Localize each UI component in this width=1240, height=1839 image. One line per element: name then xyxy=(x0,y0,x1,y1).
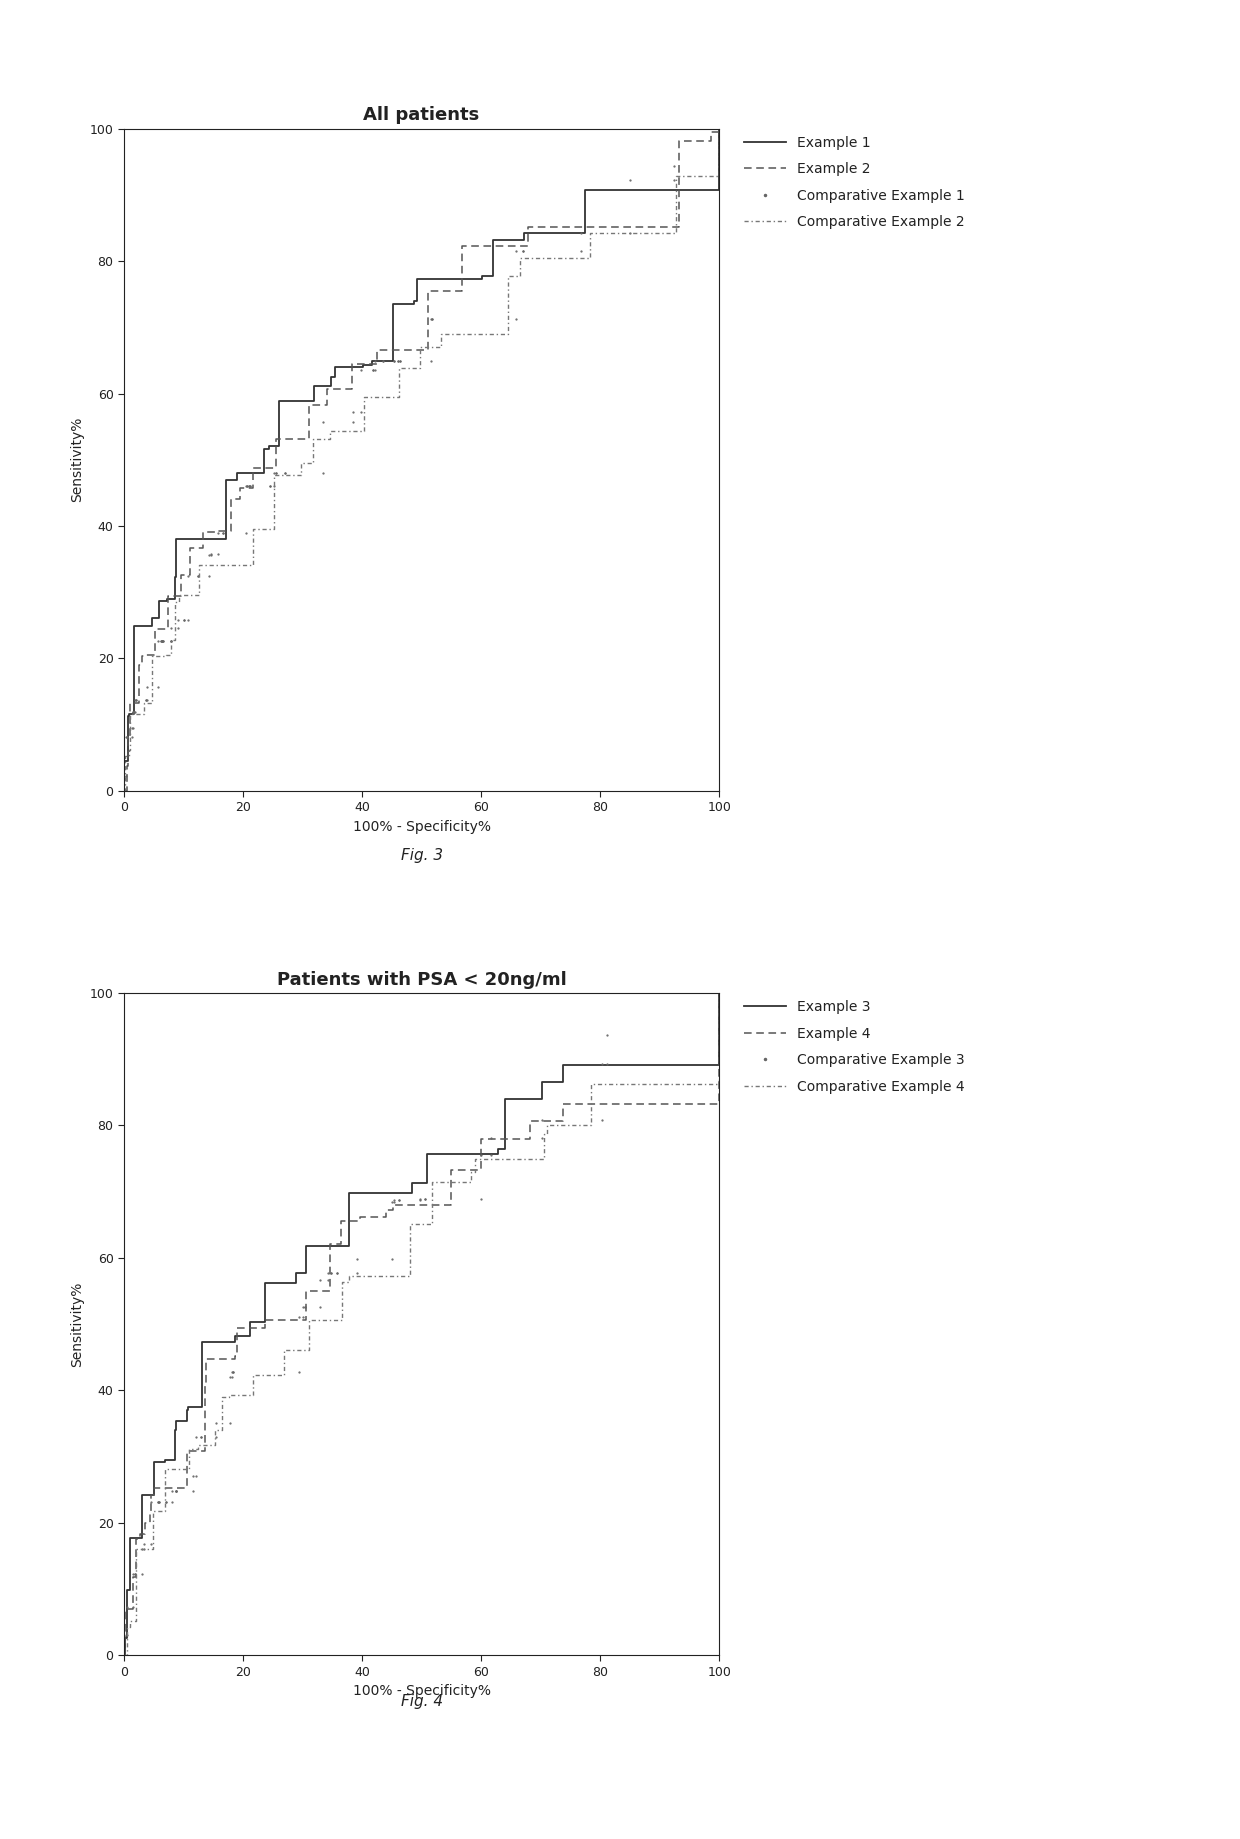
Legend: Example 3, Example 4, Comparative Example 3, Comparative Example 4: Example 3, Example 4, Comparative Exampl… xyxy=(744,1000,965,1094)
Title: All patients: All patients xyxy=(363,107,480,125)
Y-axis label: Sensitivity%: Sensitivity% xyxy=(71,417,84,502)
Y-axis label: Sensitivity%: Sensitivity% xyxy=(71,1282,84,1366)
X-axis label: 100% - Specificity%: 100% - Specificity% xyxy=(352,820,491,833)
Text: Fig. 3: Fig. 3 xyxy=(401,848,443,862)
Text: Fig. 4: Fig. 4 xyxy=(401,1694,443,1708)
X-axis label: 100% - Specificity%: 100% - Specificity% xyxy=(352,1685,491,1697)
Title: Patients with PSA < 20ng/ml: Patients with PSA < 20ng/ml xyxy=(277,971,567,989)
Legend: Example 1, Example 2, Comparative Example 1, Comparative Example 2: Example 1, Example 2, Comparative Exampl… xyxy=(744,136,965,230)
